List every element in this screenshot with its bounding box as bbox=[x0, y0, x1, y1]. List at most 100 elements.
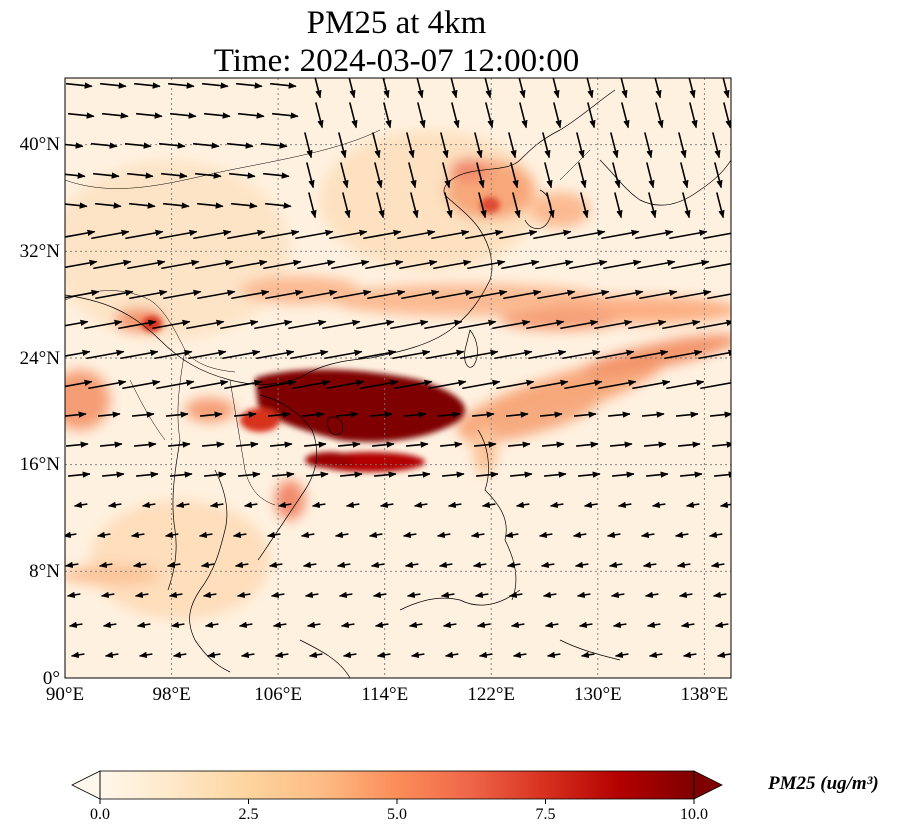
wind-arrow bbox=[238, 621, 253, 629]
wind-arrow bbox=[651, 501, 666, 509]
wind-arrow bbox=[270, 441, 293, 448]
wind-arrow bbox=[326, 379, 365, 390]
wind-arrow bbox=[229, 259, 268, 270]
wind-arrow bbox=[506, 561, 521, 569]
wind-arrow bbox=[209, 501, 224, 509]
wind-arrow bbox=[306, 471, 329, 478]
wind-arrow bbox=[569, 259, 608, 270]
wind-arrow bbox=[508, 591, 523, 599]
wind-arrow bbox=[712, 591, 727, 599]
wind-arrow bbox=[295, 229, 334, 240]
wind-arrow bbox=[540, 411, 563, 418]
wind-arrow bbox=[671, 259, 710, 270]
wind-arrow bbox=[68, 112, 95, 119]
wind-arrow bbox=[474, 441, 497, 448]
wind-arrow bbox=[290, 349, 329, 360]
figure-title-line1: PM25 at 4km bbox=[306, 5, 487, 41]
wind-arrow bbox=[552, 78, 560, 99]
wind-arrow bbox=[574, 561, 589, 569]
wind-arrow bbox=[127, 172, 154, 179]
wind-arrow bbox=[98, 561, 113, 569]
wind-arrow bbox=[705, 262, 731, 270]
wind-arrow bbox=[612, 162, 621, 189]
wind-arrow bbox=[476, 162, 485, 189]
wind-arrow bbox=[232, 531, 247, 539]
wind-arrow bbox=[576, 591, 591, 599]
wind-arrow bbox=[156, 379, 195, 390]
gridlines bbox=[65, 78, 731, 678]
wind-arrow bbox=[560, 319, 599, 330]
wind-arrow bbox=[234, 411, 257, 418]
wind-arrow bbox=[438, 561, 453, 569]
wind-arrow bbox=[93, 172, 120, 179]
wind-arrow bbox=[610, 441, 633, 448]
wind-arrow bbox=[66, 591, 81, 599]
wind-arrow bbox=[401, 289, 440, 300]
wind-arrow bbox=[65, 561, 79, 569]
wind-arrow bbox=[601, 229, 640, 240]
wind-arrow bbox=[299, 289, 338, 300]
wind-arrow bbox=[132, 411, 155, 418]
wind-arrow bbox=[586, 78, 594, 99]
wind-arrow bbox=[397, 229, 436, 240]
wind-arrow bbox=[438, 411, 461, 418]
wind-arrow bbox=[484, 78, 492, 99]
wind-arrow bbox=[494, 349, 533, 360]
wind-arrow bbox=[91, 142, 118, 149]
wind-arrow bbox=[297, 259, 336, 270]
wind-arrow bbox=[164, 531, 179, 539]
wind-arrow bbox=[492, 319, 531, 330]
wind-arrow bbox=[689, 102, 698, 129]
wind-arrow bbox=[673, 289, 712, 300]
wind-arrow bbox=[635, 229, 674, 240]
wind-arrow bbox=[338, 591, 353, 599]
wind-arrow bbox=[708, 531, 723, 539]
wind-arrow bbox=[450, 78, 458, 99]
country-borders bbox=[65, 129, 591, 506]
wind-arrow bbox=[315, 102, 324, 129]
colorbar-tick-label: 7.5 bbox=[535, 806, 556, 823]
wind-arrow bbox=[426, 349, 465, 360]
wind-arrow bbox=[314, 78, 322, 99]
wind-arrow bbox=[680, 621, 695, 629]
wind-arrow bbox=[382, 78, 390, 99]
wind-arrow bbox=[125, 142, 152, 149]
wind-arrow bbox=[644, 591, 659, 599]
wind-arrow bbox=[424, 319, 463, 330]
wind-arrow bbox=[274, 651, 289, 659]
wind-arrow bbox=[168, 591, 183, 599]
wind-arrow bbox=[644, 132, 653, 159]
wind-arrow bbox=[460, 349, 499, 360]
wind-arrow bbox=[204, 471, 227, 478]
wind-arrow bbox=[542, 441, 565, 448]
wind-arrow bbox=[95, 289, 134, 300]
pm25-field bbox=[65, 78, 731, 678]
wind-arrow bbox=[678, 591, 693, 599]
wind-arrow bbox=[186, 319, 225, 330]
wind-arrow bbox=[435, 289, 474, 300]
wind-arrow bbox=[372, 591, 387, 599]
wind-arrow bbox=[134, 441, 157, 448]
wind-arrow bbox=[508, 441, 531, 448]
wind-arrow bbox=[544, 621, 559, 629]
wind-arrow bbox=[266, 531, 281, 539]
wind-arrow bbox=[648, 651, 663, 659]
wind-arrow bbox=[621, 102, 630, 129]
wind-arrow bbox=[206, 651, 221, 659]
wind-arrow bbox=[345, 501, 360, 509]
wind-arrow bbox=[510, 471, 533, 478]
wind-arrow bbox=[222, 349, 261, 360]
wind-arrow bbox=[220, 319, 259, 330]
wind-arrow bbox=[553, 102, 562, 129]
wind-arrow bbox=[65, 379, 93, 388]
wind-arrow bbox=[166, 411, 189, 418]
wind-arrow bbox=[159, 229, 198, 240]
wind-arrow bbox=[703, 232, 731, 240]
wind-arrow bbox=[542, 591, 557, 599]
wind-arrow bbox=[716, 651, 731, 659]
wind-arrow bbox=[65, 289, 100, 299]
wind-arrow bbox=[84, 319, 123, 330]
wind-arrow bbox=[640, 531, 655, 539]
wind-arrow bbox=[431, 229, 470, 240]
wind-arrow bbox=[202, 591, 217, 599]
